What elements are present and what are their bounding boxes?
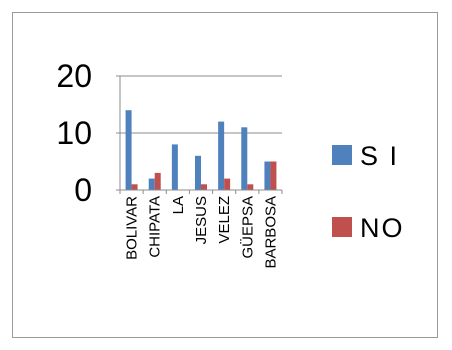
bar-no (247, 184, 254, 190)
legend: S I NO (332, 141, 405, 243)
bars (125, 110, 277, 190)
bar-no (270, 161, 277, 190)
bar-no (154, 172, 161, 190)
x-category-label: LA (170, 196, 187, 214)
axes (116, 76, 283, 194)
bar-no (131, 184, 138, 190)
bar-si (218, 121, 225, 190)
x-category-label: VELEZ (216, 196, 233, 244)
y-tick-label: 20 (56, 58, 92, 94)
legend-swatch (332, 217, 352, 237)
bar-si (148, 178, 155, 190)
bar-no (224, 178, 231, 190)
legend-swatch (332, 145, 352, 165)
legend-label: NO (360, 213, 405, 243)
x-category-label: GÜEPSA (238, 196, 256, 259)
x-category-label: JESUS (193, 196, 210, 244)
y-tick-label: 10 (56, 115, 92, 151)
chart-frame (12, 12, 438, 338)
legend-label: S I (360, 141, 399, 171)
x-category-label: BOLIVAR (124, 196, 141, 260)
x-category-label: CHIPATA (147, 196, 164, 258)
bar-si (195, 155, 201, 190)
x-axis-labels: BOLIVAR CHIPATA LA JESUS VELEZ GÜEPSA BARBOSA (124, 196, 280, 269)
x-category-label: BARBOSA (262, 196, 279, 269)
bar-si (171, 144, 178, 190)
y-tick-label: 0 (74, 172, 92, 208)
bar-si (264, 161, 271, 190)
bar-no (201, 184, 207, 190)
bar-si (125, 110, 132, 190)
y-axis-ticks: 0 10 20 (56, 58, 92, 208)
bar-si (241, 127, 248, 190)
